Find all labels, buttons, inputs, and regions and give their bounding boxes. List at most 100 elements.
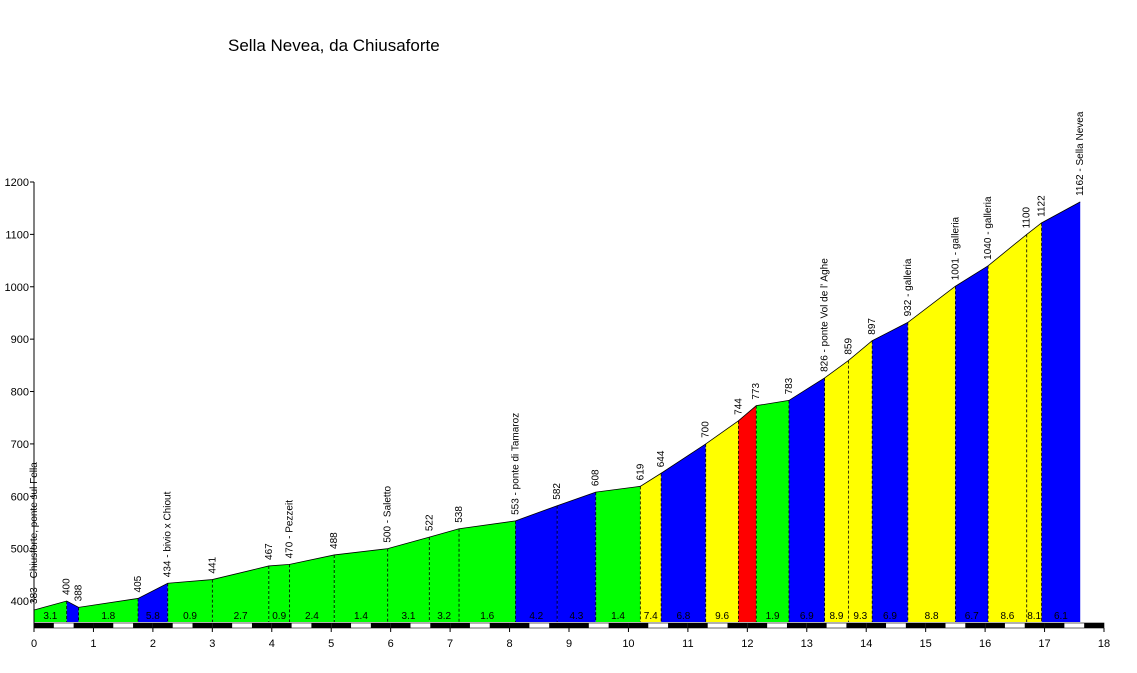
scale-bar-block [925, 623, 946, 628]
profile-segment [661, 443, 706, 622]
scale-bar-block [608, 623, 629, 628]
point-annotation: 388 [74, 584, 85, 601]
y-tick-label: 800 [11, 387, 29, 399]
dividers-layer [66, 222, 1042, 622]
point-annotation: 700 [701, 421, 712, 438]
gradient-label: 3.2 [437, 611, 451, 622]
scale-bar-block [905, 623, 926, 628]
profile-segment [872, 322, 908, 622]
profile-segment [824, 360, 849, 622]
x-tick-label: 4 [269, 638, 275, 650]
chart-title: Sella Nevea, da Chiusaforte [228, 36, 440, 55]
point-annotation: 619 [635, 463, 646, 480]
gradient-label: 8.8 [925, 611, 939, 622]
x-tick-label: 8 [506, 638, 512, 650]
gradient-label: 6.9 [800, 611, 814, 622]
x-tick-label: 3 [209, 638, 215, 650]
y-tick-label: 1100 [5, 229, 29, 241]
scale-bar-block [628, 623, 649, 628]
scale-bar-block [311, 623, 332, 628]
scale-bar-block [152, 623, 173, 628]
profile-segment [429, 528, 460, 622]
point-annotation: 1162 - Sella Nevea [1075, 111, 1086, 196]
scale-bar-block [985, 623, 1005, 628]
scale-bar-block [866, 623, 887, 628]
point-annotation: 744 [733, 398, 744, 415]
point-annotation: 582 [552, 483, 563, 500]
gradient-label: 1.6 [480, 611, 494, 622]
profile-segment [138, 583, 168, 622]
y-tick-label: 400 [11, 596, 29, 608]
point-annotation: 932 - galleria [903, 258, 914, 316]
profile-segment [848, 340, 873, 622]
scale-bar-block [331, 623, 352, 628]
gradient-label: 0.9 [272, 611, 286, 622]
km-scale-bar [33, 622, 1105, 629]
gradient-label: 6.8 [676, 611, 690, 622]
gradient-label: 3.1 [402, 611, 416, 622]
segments-layer [34, 201, 1081, 622]
point-annotation: 859 [843, 337, 854, 354]
x-tick-label: 9 [566, 638, 572, 650]
profile-segment [268, 564, 290, 622]
scale-bar-block [93, 623, 114, 628]
gradient-label: 6.9 [883, 611, 897, 622]
gradient-label: 6.1 [1054, 611, 1068, 622]
scale-bar-block [687, 623, 708, 628]
y-tick-label: 500 [11, 544, 29, 556]
gradient-label: 1.4 [611, 611, 625, 622]
scale-bar-block [73, 623, 94, 628]
scale-bar-block [846, 623, 867, 628]
scale-bar-block [549, 623, 569, 628]
x-axis: 0 1 2 3 4 5 6 7 8 9 10 11 12 13 14 15 16 17 18 [31, 628, 1110, 650]
point-annotation: 1122 [1037, 195, 1048, 217]
x-tick-label: 11 [682, 638, 693, 650]
profile-segment [738, 405, 757, 622]
scale-bar-block [747, 623, 768, 628]
scale-bar-block [1044, 623, 1065, 628]
scale-bar-block [133, 623, 153, 628]
point-annotation: 400 [62, 578, 73, 595]
scale-bar-block [370, 623, 391, 628]
point-annotation: 470 - Pezzeit [285, 500, 296, 559]
gradient-label: 8.9 [830, 611, 844, 622]
point-annotation: 773 [751, 383, 762, 400]
profile-segment [387, 537, 430, 622]
scale-bar-block [271, 623, 292, 628]
profile-segment [459, 520, 516, 622]
gradient-labels-layer: 3.1 1.8 5.8 0.9 2.7 0.9 2.4 1.4 3.1 3.2 1.6 4.2 4.3 1… [43, 611, 1068, 622]
profile-segment [1026, 222, 1042, 622]
profile-segment [78, 598, 139, 622]
y-tick-label: 600 [11, 491, 29, 503]
x-tick-label: 16 [979, 638, 991, 650]
profile-segment [595, 486, 641, 622]
scale-bar-block [569, 623, 589, 628]
point-annotation: 522 [424, 514, 435, 531]
scale-bar-block [430, 623, 451, 628]
profile-segment [334, 548, 388, 622]
gradient-label: 7.4 [644, 611, 658, 622]
profile-outline-layer [33, 201, 1081, 611]
point-annotation: 383 - Chiusforte, ponte sul Fella [29, 462, 40, 604]
point-annotation: 826 - ponte Vol de l' Aghe [820, 258, 831, 372]
point-annotation: 1001 - galleria [950, 216, 961, 280]
gradient-label: 2.7 [234, 611, 248, 622]
profile-line [33, 201, 1081, 611]
point-annotation: 553 - ponte di Tamaroz [511, 413, 522, 515]
point-annotation: 488 [329, 532, 340, 549]
x-tick-label: 2 [150, 638, 156, 650]
profile-segment [212, 565, 269, 622]
profile-segment [988, 234, 1027, 622]
point-annotation: 897 [867, 318, 878, 335]
x-tick-label: 18 [1098, 638, 1110, 650]
point-annotation: 405 [133, 575, 144, 592]
point-annotation: 1100 [1022, 206, 1033, 228]
point-annotation: 1040 - galleria [983, 196, 994, 260]
scale-bar-block [192, 623, 213, 628]
x-tick-label: 14 [860, 638, 872, 650]
profile-segment [907, 286, 956, 622]
profile-segment [705, 420, 739, 622]
point-annotation: 467 [264, 543, 275, 560]
x-tick-label: 15 [920, 638, 932, 650]
scale-bar-block [1084, 623, 1104, 628]
